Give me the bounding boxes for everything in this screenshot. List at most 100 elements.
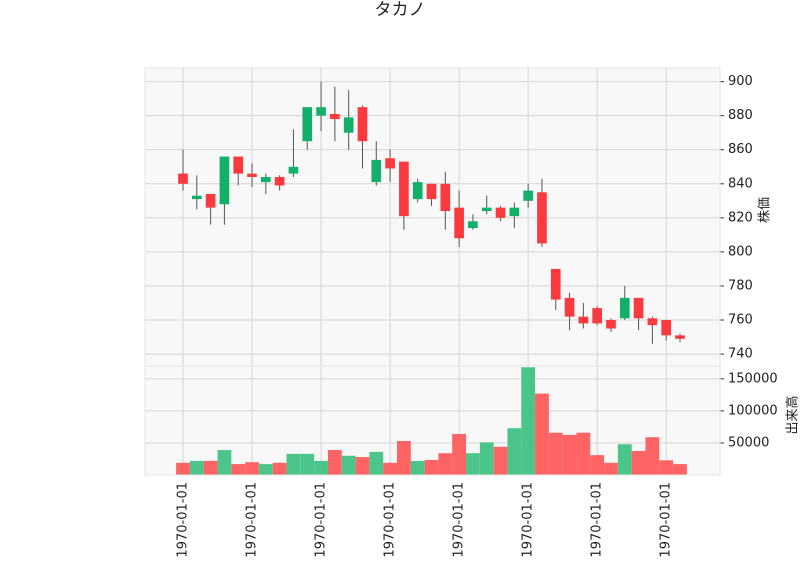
candle-body	[578, 316, 589, 324]
volume-bar	[493, 446, 508, 475]
volume-bar	[341, 455, 356, 475]
volume-bar	[245, 462, 259, 475]
y-tick-label: 740	[728, 347, 753, 362]
volume-tick-label: 100000	[728, 403, 778, 418]
y-axis-label: 株価	[758, 197, 773, 223]
candle-body	[261, 176, 271, 183]
y-tick-label: 900	[728, 74, 753, 89]
candle-body	[274, 176, 285, 186]
candle-body	[426, 183, 437, 200]
volume-bar	[604, 462, 618, 475]
volume-bar	[355, 457, 370, 475]
candle-body	[481, 207, 492, 212]
candle-body	[592, 308, 602, 324]
volume-bar	[314, 460, 328, 475]
y-tick-label: 860	[728, 142, 753, 157]
volume-tick-label: 50000	[728, 435, 769, 450]
y-tick-label: 840	[728, 176, 753, 191]
y-tick-label: 760	[728, 313, 753, 328]
candle-body	[219, 156, 230, 205]
volume-bar	[479, 442, 494, 475]
x-tick-label: 1970-01-01	[245, 482, 260, 558]
x-tick-label: 1970-01-01	[176, 482, 191, 558]
x-tick-label: 1970-01-01	[590, 482, 605, 558]
volume-bar	[590, 455, 605, 475]
volume-axis-label: 出来高	[785, 395, 800, 434]
candle-body	[647, 318, 658, 326]
y-tick-label: 880	[728, 108, 753, 123]
candle-body	[619, 297, 630, 319]
candle-body	[357, 107, 368, 142]
candle-body	[661, 320, 672, 336]
candle-body	[468, 221, 478, 229]
volume-bar	[286, 453, 301, 475]
volume-tick-label: 150000	[728, 371, 778, 386]
candle-body	[191, 195, 202, 200]
candle-body	[523, 190, 533, 201]
candle-body	[288, 166, 299, 174]
volume-bar	[576, 432, 591, 475]
candle-body	[205, 194, 216, 208]
volume-bar	[438, 453, 453, 475]
candle-body	[537, 192, 547, 244]
candle-body	[454, 207, 464, 239]
y-tick-label: 780	[728, 278, 753, 293]
candle-body	[343, 117, 354, 133]
candle-body	[316, 107, 326, 116]
candle-body	[247, 173, 257, 177]
x-tick-label: 1970-01-01	[659, 482, 674, 558]
volume-bar	[327, 449, 342, 475]
volume-bar	[203, 460, 218, 475]
x-tick-label: 1970-01-01	[521, 482, 536, 558]
volume-bar	[645, 437, 660, 475]
volume-bar	[548, 432, 563, 475]
volume-bar	[521, 367, 536, 475]
volume-bar	[410, 460, 425, 475]
candle-body	[302, 107, 313, 142]
volume-bar	[369, 451, 384, 475]
candle-body	[440, 183, 451, 212]
candle-body	[550, 268, 561, 300]
volume-bar	[466, 453, 480, 475]
candle-body	[606, 320, 616, 329]
candle-body	[675, 335, 685, 339]
volume-bar	[507, 428, 522, 475]
volume-frame	[144, 365, 721, 476]
volume-bar	[535, 393, 549, 475]
candle-body	[633, 297, 644, 319]
candle-body	[399, 161, 409, 217]
volume-bar	[217, 449, 232, 475]
volume-bar	[617, 444, 632, 475]
volume-bar	[562, 434, 577, 475]
candle-body	[495, 207, 506, 218]
candle-body	[178, 173, 188, 184]
volume-bar	[396, 441, 411, 475]
volume-bar	[659, 460, 674, 475]
y-tick-label: 820	[728, 210, 753, 225]
volume-bar	[189, 460, 204, 475]
y-tick-label: 800	[728, 244, 753, 259]
volume-bar	[231, 464, 246, 475]
volume-bar	[272, 462, 287, 475]
price-panel	[145, 68, 720, 366]
volume-bar	[452, 433, 467, 475]
chart-title: タカノ	[375, 0, 426, 20]
x-tick-label: 1970-01-01	[383, 482, 398, 558]
volume-bar	[673, 464, 687, 475]
volume-bar	[383, 462, 397, 475]
volume-bar	[424, 459, 439, 475]
volume-bar	[631, 450, 646, 475]
candle-body	[371, 159, 382, 183]
candle-body	[233, 156, 244, 174]
candle-body	[509, 207, 520, 217]
candle-body	[412, 182, 423, 200]
volume-bar	[176, 462, 190, 475]
x-tick-label: 1970-01-01	[314, 482, 329, 558]
candle-body	[330, 113, 340, 120]
x-tick-label: 1970-01-01	[452, 482, 467, 558]
candle-body	[385, 158, 395, 169]
candle-body	[564, 297, 575, 317]
volume-bar	[300, 453, 315, 475]
